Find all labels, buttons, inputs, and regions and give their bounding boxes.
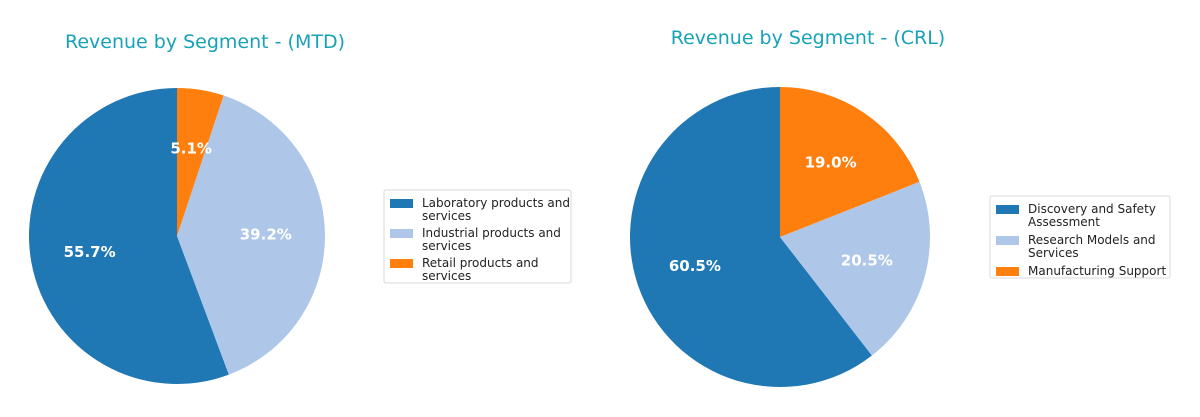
legend-frame: [383, 189, 572, 284]
pie-chart-mtd: Revenue by Segment - (MTD) 55.7% 39.2% 5.1…: [28, 31, 572, 384]
legend-label-manufacturing-support: Manufacturing Support: [1028, 264, 1166, 278]
pie-chart-crl: Revenue by Segment - (CRL) 60.5% 20.5% 19.…: [629, 27, 1171, 388]
legend-label-research-models-and-services: Research Models and Services: [1028, 233, 1156, 260]
chart-title-crl: Revenue by Segment - (CRL): [671, 27, 945, 49]
legend-label-discovery-and-safety-assessment: Discovery and Safety Assessment: [1028, 202, 1156, 229]
legend-label-industrial-products-and-services: Industrial products and services: [422, 226, 561, 253]
slice-label-industrial-products-and-services: 39.2%: [240, 225, 292, 243]
legend-swatch-research-models-and-services: [996, 236, 1019, 245]
pie-slice-research-models-and-services: [780, 181, 931, 356]
slice-label-discovery-and-safety-assessment: 60.5%: [669, 257, 721, 275]
pie-slice-manufacturing-support: [780, 87, 920, 237]
legend-swatch-manufacturing-support: [996, 267, 1019, 276]
pie-slice-retail-products-and-services: [177, 88, 224, 236]
pie-slice-discovery-and-safety-assessment: [629, 87, 872, 388]
legend-crl: Discovery and Safety Assessment Research M…: [989, 195, 1171, 279]
pie-slice-industrial-products-and-services: [177, 95, 325, 375]
chart-title-mtd: Revenue by Segment - (MTD): [65, 31, 345, 53]
pie-mtd: 55.7% 39.2% 5.1%: [28, 87, 325, 384]
slice-label-retail-products-and-services: 5.1%: [170, 139, 212, 157]
legend-swatch-retail-products-and-services: [390, 259, 413, 268]
slice-label-laboratory-products-and-services: 55.7%: [64, 243, 116, 261]
legend-mtd: Laboratory products and services Industria…: [383, 189, 572, 284]
slice-label-research-models-and-services: 20.5%: [841, 252, 893, 270]
pie-slice-laboratory-products-and-services: [28, 87, 229, 384]
legend-label-retail-products-and-services: Retail products and services: [422, 256, 539, 283]
legend-swatch-discovery-and-safety-assessment: [996, 205, 1019, 214]
pie-crl: 60.5% 20.5% 19.0%: [629, 87, 931, 388]
legend-frame: [989, 195, 1171, 279]
legend-label-laboratory-products-and-services: Laboratory products and services: [422, 196, 570, 223]
legend-swatch-laboratory-products-and-services: [390, 199, 413, 208]
legend-swatch-industrial-products-and-services: [390, 229, 413, 238]
slice-label-manufacturing-support: 19.0%: [805, 154, 857, 172]
